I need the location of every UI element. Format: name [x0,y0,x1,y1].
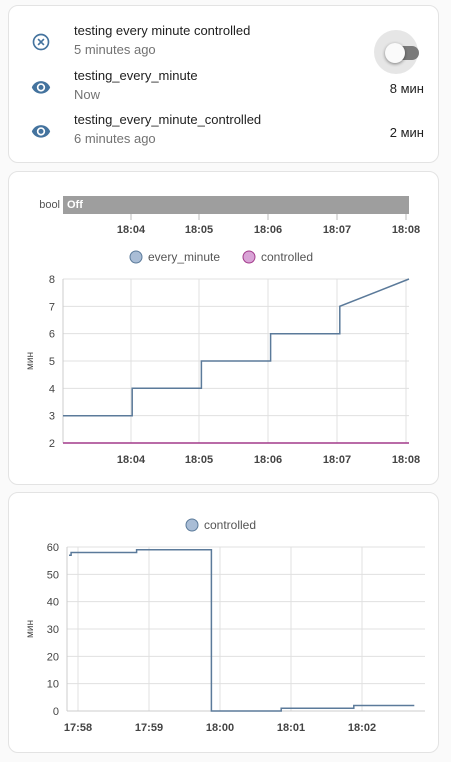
x-tick-label: 18:06 [254,454,282,466]
close-circle-icon [32,33,50,51]
y-tick-label: 4 [49,383,55,395]
entity-name: testing_every_minute_controlled [74,112,262,127]
entity-name: testing_every_minute [74,68,198,83]
y-tick-label: 10 [47,679,59,691]
x-tick-label: 18:07 [323,454,351,466]
entities-card: testing every minute controlled 5 minute… [8,5,439,163]
y-tick-label: 5 [49,356,55,368]
entity-name: testing every minute controlled [74,23,251,38]
timeline-tick-label: 18:06 [254,224,282,236]
series-line-controlled[interactable] [69,548,415,712]
entity-row-controlled[interactable]: testing every minute controlled 5 minute… [9,18,438,74]
entity-state: 2 мин [389,125,424,140]
y-axis-label: мин [25,352,36,370]
entity-row-every-minute-controlled[interactable]: testing_every_minute_controlled 6 minute… [9,107,438,151]
y-tick-label: 50 [47,569,59,581]
x-tick-label: 18:02 [348,722,376,734]
history-graph-card-controlled: controlled 0 10 20 30 40 50 60 17:58 17:59 18:00 1… [8,492,439,753]
legend-label[interactable]: controlled [261,250,313,264]
eye-icon [31,125,51,138]
timeline-bar[interactable] [63,196,409,214]
timeline-state: Off [67,199,83,211]
x-tick-label: 17:59 [135,722,163,734]
y-tick-label: 0 [53,706,59,718]
timeline-tick-label: 18:04 [117,224,146,236]
y-tick-label: 60 [47,542,59,554]
timeline-label: bool [39,199,60,211]
y-tick-label: 7 [49,301,55,313]
entity-state: 8 мин [389,81,424,96]
y-tick-label: 3 [49,411,55,423]
y-tick-label: 2 [49,438,55,450]
eye-icon [31,81,51,94]
x-tick-label: 17:58 [64,722,92,734]
history-graph-card: bool Off 18:04 18:05 18:06 18:07 18:08 every… [8,171,439,485]
history-chart: controlled 0 10 20 30 40 50 60 17:58 17:59 18:00 1… [25,518,425,734]
x-tick-label: 18:00 [206,722,234,734]
y-tick-label: 30 [47,624,59,636]
legend-label[interactable]: controlled [204,518,256,532]
history-chart: bool Off 18:04 18:05 18:06 18:07 18:08 every… [25,196,420,466]
y-tick-label: 40 [47,597,59,609]
legend-swatch[interactable] [129,250,143,264]
y-axis-label: мин [25,620,36,638]
y-tick-label: 6 [49,329,55,341]
entity-toggle[interactable] [374,30,419,74]
x-tick-label: 18:08 [392,454,420,466]
entity-last-changed: 6 minutes ago [74,131,156,146]
toggle-knob [385,43,405,63]
y-tick-label: 20 [47,651,59,663]
x-tick-label: 18:05 [185,454,213,466]
series-line-every_minute[interactable] [63,278,410,417]
x-tick-label: 18:04 [117,454,146,466]
timeline-tick-label: 18:08 [392,224,420,236]
entity-last-changed: Now [74,87,101,102]
entity-last-changed: 5 minutes ago [74,42,156,57]
entity-row-every-minute[interactable]: testing_every_minute Now 8 мин [9,63,438,107]
legend-swatch[interactable] [185,518,199,532]
legend-swatch[interactable] [242,250,256,264]
legend-label[interactable]: every_minute [148,250,220,264]
x-tick-label: 18:01 [277,722,305,734]
y-tick-label: 8 [49,274,55,286]
timeline-tick-label: 18:07 [323,224,351,236]
timeline-tick-label: 18:05 [185,224,213,236]
